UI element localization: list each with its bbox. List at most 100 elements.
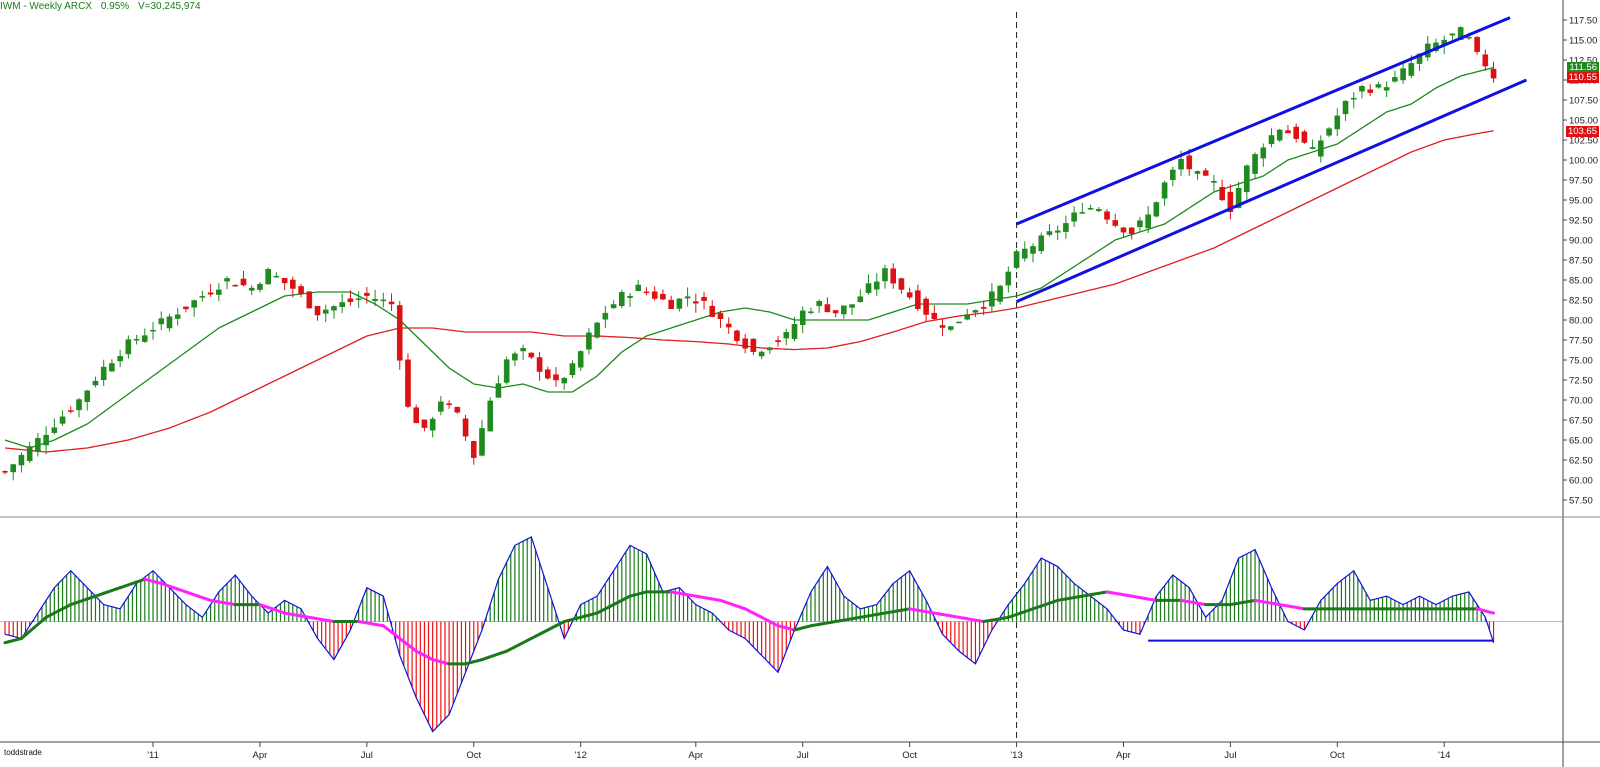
candle-body — [10, 464, 17, 473]
candle-body — [643, 291, 650, 294]
candle-body — [972, 310, 979, 313]
candle-body — [76, 399, 82, 411]
author-watermark: toddstrade — [4, 748, 42, 757]
candle-body — [717, 313, 724, 319]
candle-body — [224, 278, 230, 282]
candle-body — [947, 326, 954, 330]
candle-body — [512, 353, 518, 361]
candle-body — [372, 298, 378, 302]
candle-body — [1301, 131, 1308, 143]
candle-body — [1252, 154, 1258, 174]
candle-body — [528, 352, 535, 358]
candle-body — [520, 348, 526, 352]
y-tick-label: 62.50 — [1569, 456, 1593, 467]
candle-body — [248, 287, 255, 291]
candle-body — [43, 434, 49, 446]
candle-body — [429, 418, 436, 431]
y-tick-label: 67.50 — [1569, 416, 1593, 427]
candle-body — [174, 314, 181, 319]
candle-body — [1211, 181, 1217, 183]
candle-body — [627, 296, 633, 298]
candle-body — [775, 340, 781, 343]
candle-body — [882, 268, 888, 282]
x-tick-label: '11 — [147, 750, 159, 761]
candle-body — [956, 321, 962, 324]
candle-body — [1145, 214, 1151, 229]
candle-body — [1095, 209, 1102, 212]
x-tick-label: Apr — [1116, 750, 1131, 761]
candle-body — [989, 291, 995, 307]
y-tick-label: 92.50 — [1569, 216, 1593, 227]
y-tick-label: 112.50 — [1569, 56, 1597, 67]
candle-body — [997, 285, 1003, 302]
candle-body — [166, 316, 173, 329]
candle-body — [142, 335, 148, 342]
candle-body — [931, 312, 938, 319]
candle-body — [1342, 100, 1349, 115]
sma-short-line — [4, 66, 1494, 449]
candle-body — [1326, 128, 1332, 136]
candle-body — [635, 284, 642, 291]
candle-body — [1038, 235, 1045, 252]
candle-body — [890, 268, 896, 284]
candle-body — [536, 357, 543, 372]
candle-body — [216, 289, 222, 295]
candle-body — [339, 302, 345, 307]
candle-body — [857, 296, 864, 303]
y-tick-label: 97.50 — [1569, 176, 1593, 187]
candle-body — [684, 296, 691, 299]
candle-body — [693, 301, 699, 304]
candle-body — [1400, 68, 1406, 81]
y-tick-label: 102.50 — [1569, 136, 1598, 147]
candle-body — [380, 299, 387, 302]
candle-body — [1276, 129, 1283, 141]
candle-body — [1054, 230, 1061, 233]
candle-body — [364, 292, 370, 296]
candle-body — [421, 419, 428, 428]
candle-body — [1046, 231, 1053, 235]
signal-segment — [1487, 610, 1496, 615]
candle-body — [734, 330, 740, 341]
candle-body — [849, 304, 855, 308]
candle-body — [51, 427, 58, 433]
y-tick-label: 72.50 — [1569, 376, 1593, 387]
candle-body — [651, 291, 658, 299]
candle-body — [109, 363, 115, 372]
candle-body — [1153, 202, 1160, 217]
candle-body — [413, 407, 420, 424]
sma20-price-tag: 111.56 — [1567, 62, 1599, 73]
candle-body — [84, 390, 91, 402]
candle-body — [1178, 159, 1184, 170]
candle-body — [980, 307, 987, 309]
candle-body — [750, 338, 757, 352]
candle-body — [306, 291, 313, 309]
candle-body — [1235, 188, 1242, 208]
candle-body — [1170, 169, 1176, 181]
y-tick-label: 107.50 — [1569, 96, 1598, 107]
candle-body — [298, 286, 304, 295]
candle-body — [923, 298, 929, 315]
y-tick-label: 57.50 — [1569, 496, 1593, 507]
y-tick-label: 65.00 — [1569, 436, 1593, 447]
candle-body — [610, 304, 617, 309]
sma50-price-tag: 103.65 — [1565, 126, 1599, 137]
candle-body — [1260, 147, 1267, 159]
trend-line-lower-channel — [1015, 78, 1528, 303]
candle-body — [92, 380, 99, 386]
candle-body — [1227, 191, 1234, 212]
candle-body — [1087, 208, 1094, 210]
candle-body — [1219, 186, 1225, 201]
candle-body — [544, 369, 551, 379]
candle-body — [1137, 220, 1143, 228]
x-tick-label: Jul — [1224, 750, 1236, 761]
candle-body — [59, 416, 66, 424]
candle-body — [586, 332, 592, 350]
candle-body — [1293, 126, 1299, 139]
candle-body — [841, 305, 847, 315]
candle-body — [503, 359, 510, 383]
x-tick-label: Oct — [1330, 750, 1345, 761]
candle-body — [2, 471, 8, 473]
y-tick-label: 70.00 — [1569, 396, 1593, 407]
candle-body — [668, 299, 674, 310]
candle-body — [273, 275, 280, 278]
